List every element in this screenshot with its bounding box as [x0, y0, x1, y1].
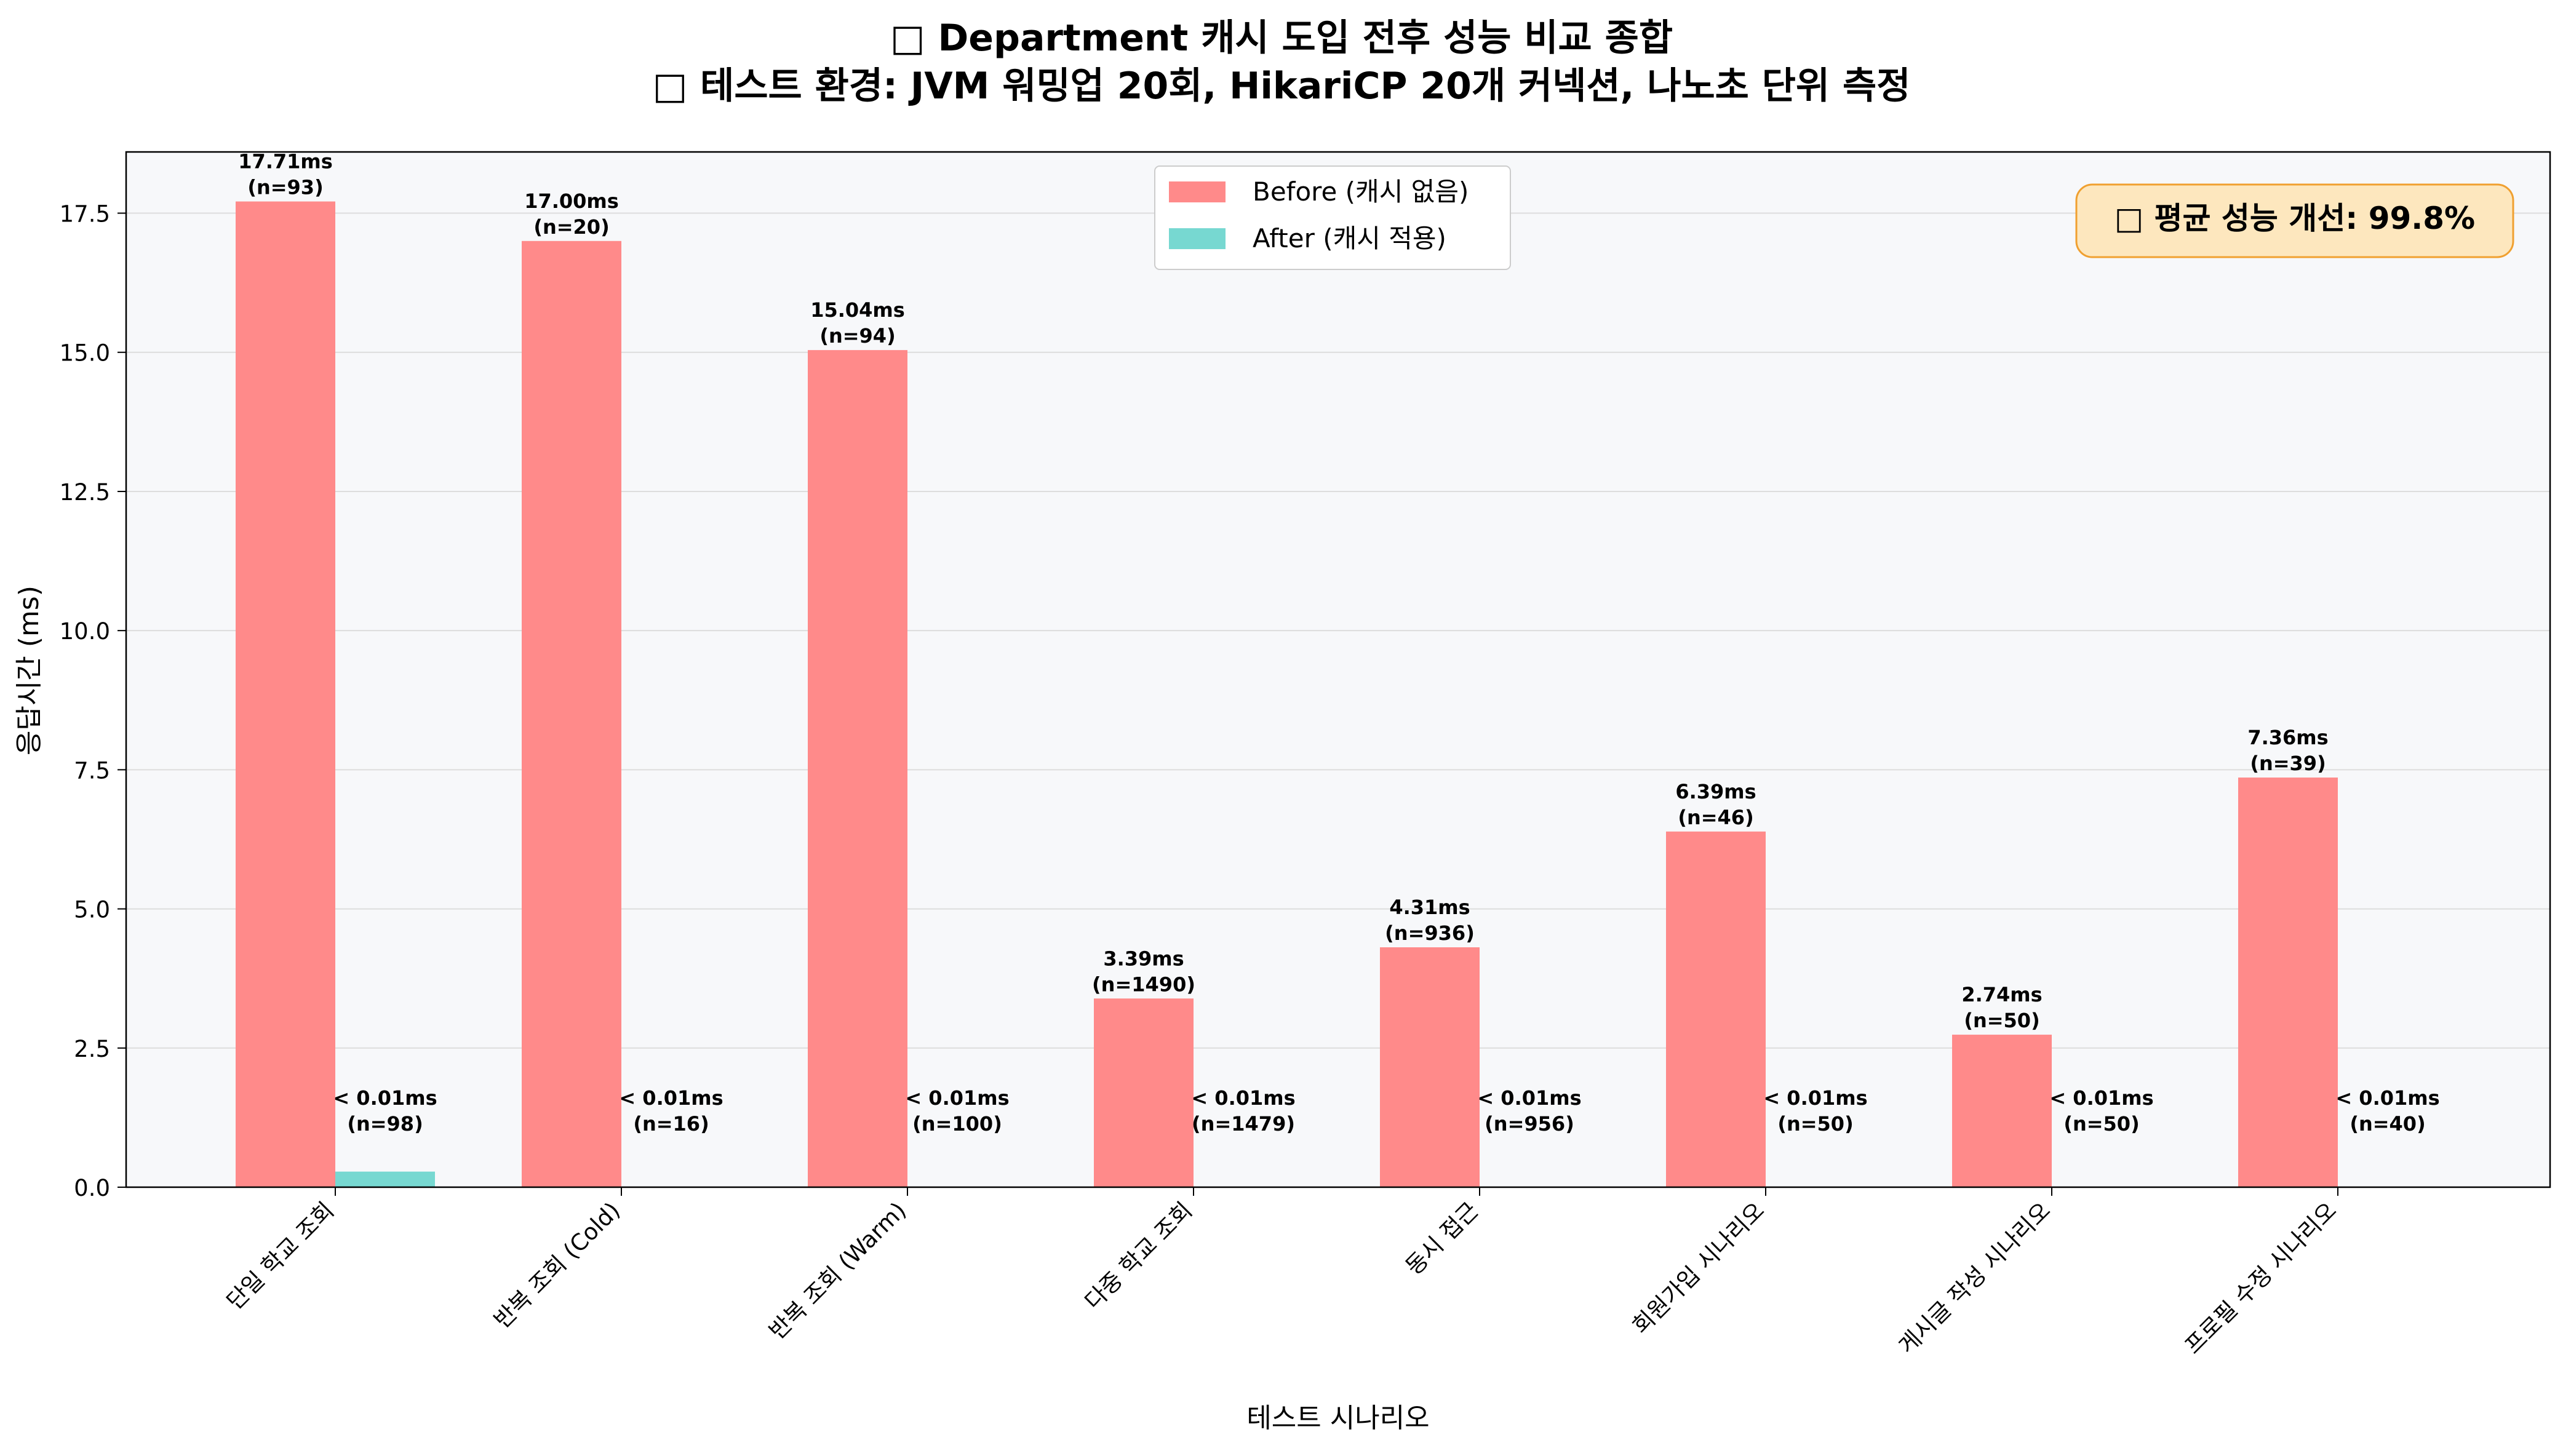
x-tick-label: 반복 조회 (Cold) [488, 1197, 625, 1334]
data-label-after-value: < 0.01ms [1191, 1086, 1295, 1110]
y-tick-label: 5.0 [74, 897, 110, 923]
data-label-after-value: < 0.01ms [2049, 1086, 2153, 1110]
data-label-after-count: (n=16) [633, 1112, 709, 1136]
data-label-before-value: 7.36ms [2247, 726, 2328, 749]
plot-frame [125, 151, 2551, 1188]
data-label-after-count: (n=98) [347, 1112, 423, 1136]
data-label-after-count: (n=100) [912, 1112, 1002, 1136]
data-label-before-value: 6.39ms [1675, 780, 1756, 803]
data-label-before-count: (n=1490) [1092, 973, 1195, 996]
x-tick-label: 동시 접근 [1400, 1197, 1483, 1280]
data-label-before-count: (n=50) [1964, 1009, 2039, 1032]
bar-before [522, 241, 621, 1188]
bar-before [808, 350, 907, 1187]
data-label-before-count: (n=46) [1678, 806, 1753, 829]
improvement-badge-text: □ 평균 성능 개선: 99.8% [2115, 201, 2475, 236]
x-axis-label: 테스트 시나리오 [1246, 1402, 1429, 1434]
data-label-after-value: < 0.01ms [1477, 1086, 1581, 1110]
legend-swatch-before [1169, 181, 1226, 202]
chart-title: □ Department 캐시 도입 전후 성능 비교 종합 [890, 17, 1673, 60]
data-label-after-count: (n=1479) [1192, 1112, 1295, 1136]
data-label-after-value: < 0.01ms [1763, 1086, 1867, 1110]
bar-before [1094, 998, 1194, 1187]
y-tick-label: 2.5 [74, 1036, 110, 1062]
data-label-after-value: < 0.01ms [333, 1086, 437, 1110]
plot-area [126, 152, 2550, 1187]
y-tick-label: 10.0 [60, 618, 110, 645]
improvement-badge [2075, 183, 2514, 258]
y-tick-label: 12.5 [60, 479, 110, 506]
bar-before [1666, 831, 1766, 1187]
data-label-before-value: 4.31ms [1389, 896, 1470, 919]
data-label-after-count: (n=956) [1485, 1112, 1574, 1136]
legend-swatch-after [1169, 228, 1226, 249]
bar-after [335, 1171, 435, 1187]
x-tick-label: 다중 학교 조회 [1080, 1197, 1197, 1315]
bar-before [2238, 778, 2338, 1187]
data-label-after-value: < 0.01ms [619, 1086, 723, 1110]
x-tick-label: 단일 학교 조회 [221, 1197, 339, 1315]
legend-label-after: After (캐시 적용) [1253, 223, 1446, 253]
data-label-before-value: 15.04ms [810, 298, 905, 322]
data-label-before-count: (n=936) [1385, 921, 1475, 945]
bar-before [1380, 947, 1480, 1187]
data-label-before-count: (n=39) [2250, 752, 2326, 775]
x-tick-label: 게시글 작성 시나리오 [1894, 1197, 2056, 1359]
data-label-before-count: (n=94) [819, 324, 895, 348]
y-tick-label: 7.5 [74, 757, 110, 784]
bar-before [236, 201, 335, 1187]
y-axis-label: 응답시간 (ms) [14, 586, 45, 755]
x-tick-label: 반복 조회 (Warm) [764, 1197, 912, 1345]
data-label-after-count: (n=40) [2350, 1112, 2425, 1136]
y-tick-label: 17.5 [60, 201, 110, 228]
data-label-after-count: (n=50) [1777, 1112, 1853, 1136]
data-label-after-value: < 0.01ms [905, 1086, 1009, 1110]
data-label-before-value: 2.74ms [1961, 983, 2042, 1006]
chart-subtitle: □ 테스트 환경: JVM 워밍업 20회, HikariCP 20개 커넥션,… [653, 65, 1911, 108]
x-tick-label: 프로필 수정 시나리오 [2180, 1197, 2342, 1359]
data-label-after-count: (n=50) [2063, 1112, 2139, 1136]
bar-before [1952, 1035, 2052, 1187]
data-label-before-value: 17.00ms [524, 189, 619, 213]
data-label-before-count: (n=20) [533, 215, 609, 239]
y-tick-label: 0.0 [74, 1175, 110, 1201]
legend-box [1154, 165, 1511, 270]
data-label-after-value: < 0.01ms [2335, 1086, 2439, 1110]
data-label-before-value: 17.71ms [238, 150, 333, 173]
data-label-before-value: 3.39ms [1103, 947, 1184, 970]
x-tick-label: 회원가입 시나리오 [1627, 1197, 1769, 1339]
legend-label-before: Before (캐시 없음) [1253, 177, 1469, 207]
y-tick-label: 15.0 [60, 340, 110, 367]
data-label-before-count: (n=93) [247, 176, 323, 199]
